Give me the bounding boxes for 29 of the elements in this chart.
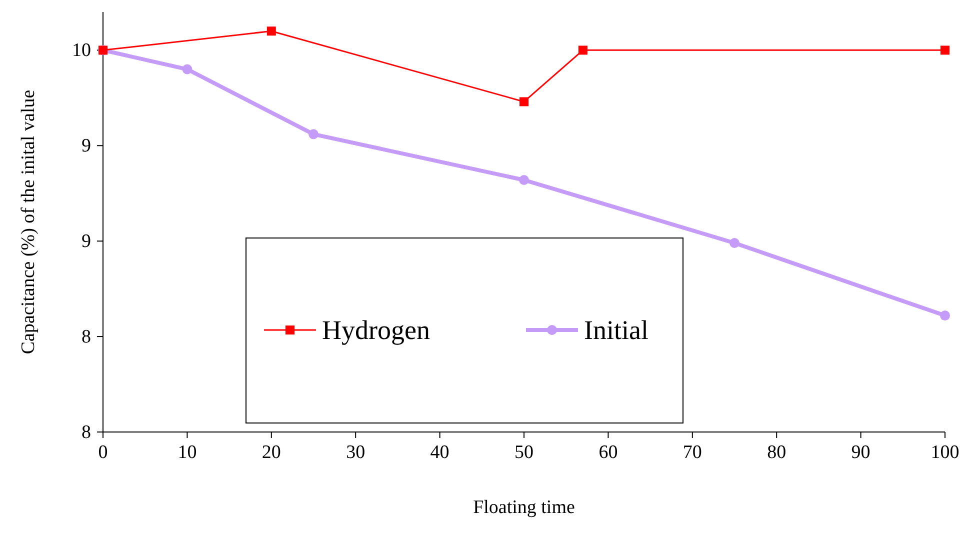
x-tick-label: 90	[851, 442, 870, 463]
x-axis-title: Floating time	[473, 497, 575, 518]
y-tick-label: 8	[82, 422, 91, 443]
y-tick-label: 10	[72, 40, 91, 62]
y-tick-label: 8	[82, 326, 91, 348]
x-tick-label: 100	[930, 442, 960, 463]
legend-label: Hydrogen	[322, 315, 430, 345]
point	[308, 129, 318, 140]
point	[520, 97, 528, 106]
x-tick-label: 40	[430, 442, 450, 463]
y-tick-label: 9	[82, 136, 91, 157]
legend-label: Initial	[584, 315, 648, 345]
point	[730, 238, 740, 248]
y-tick-label: 9	[82, 231, 91, 252]
x-tick-label: 0	[98, 442, 108, 463]
point	[182, 64, 192, 74]
x-tick-label: 30	[346, 442, 366, 463]
y-axis-title: Capacitance (%) of the inital value	[18, 90, 39, 354]
point	[578, 46, 588, 55]
point	[940, 46, 950, 55]
point	[940, 310, 950, 321]
point	[266, 26, 276, 36]
x-tick-label: 80	[767, 442, 786, 463]
x-tick-label: 20	[262, 442, 281, 463]
point	[519, 175, 529, 185]
x-tick-label: 60	[598, 442, 618, 463]
x-tick-label: 10	[178, 442, 197, 463]
x-tick-label: 50	[514, 442, 534, 463]
x-tick-label: 70	[682, 442, 702, 463]
